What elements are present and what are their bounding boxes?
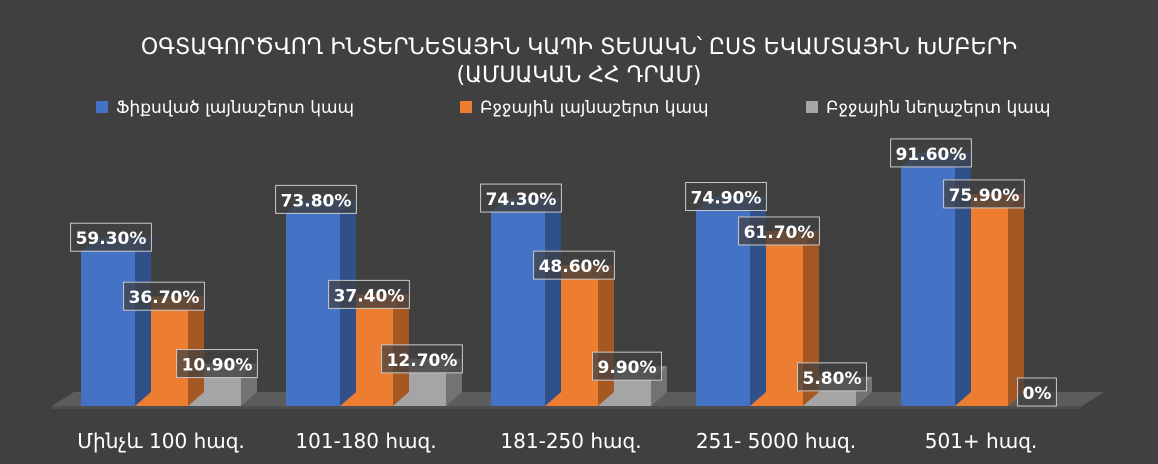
data-label-s3-c3: 9.90% <box>592 351 662 381</box>
data-label-s3-c4: 5.80% <box>797 362 867 392</box>
chart-title-line2: (ԱՄՍԱԿԱՆ ՀՀ ԴՐԱՄ) <box>457 63 702 88</box>
bar-side <box>750 196 766 406</box>
data-label-box <box>275 184 357 214</box>
data-label-text: 75.90% <box>949 186 1020 206</box>
data-label-s1-c5: 91.60% <box>890 138 972 168</box>
data-label-box <box>890 138 972 168</box>
data-label-text: 61.70% <box>744 223 815 243</box>
data-label-box <box>70 222 152 252</box>
category-label-2: 101-180 հազ. <box>295 429 436 453</box>
data-label-box <box>533 250 615 280</box>
data-label-s2-c3: 48.60% <box>533 250 615 280</box>
data-label-s1-c2: 73.80% <box>275 184 357 214</box>
legend-swatch-2 <box>460 101 472 113</box>
category-labels-group: Մինչև 100 հազ. 101-180 հազ. 181-250 հազ. 25… <box>77 429 1037 453</box>
data-label-s1-c3: 74.30% <box>480 183 562 213</box>
data-label-box <box>1017 377 1057 407</box>
data-label-box <box>328 279 410 309</box>
category-label-1: Մինչև 100 հազ. <box>77 429 245 453</box>
data-label-box <box>738 216 820 246</box>
data-label-box <box>685 182 767 212</box>
bar-front <box>491 212 545 406</box>
legend-label-1: Ֆիքսված լայնաշերտ կապ <box>116 98 354 118</box>
data-label-text: 48.60% <box>539 257 610 277</box>
data-label-text: 36.70% <box>129 288 200 308</box>
bar-side <box>803 230 819 406</box>
bar-side <box>651 366 667 406</box>
legend-label-3: Բջջային նեղաշերտ կապ <box>826 98 1050 118</box>
category-label-5: 501+ հազ. <box>925 429 1038 453</box>
data-label-box <box>592 351 662 381</box>
bar-side <box>135 237 151 406</box>
legend: Ֆիքսված լայնաշերտ կապ Բջջային լայնաշերտ կ… <box>96 98 1050 118</box>
data-label-s2-c2: 37.40% <box>328 279 410 309</box>
data-label-s3-c1: 10.90% <box>176 349 258 379</box>
data-label-text: 59.30% <box>76 229 147 249</box>
data-label-text: 0% <box>1023 384 1052 404</box>
data-label-s2-c4: 61.70% <box>738 216 820 246</box>
data-label-s1-c4: 74.90% <box>685 182 767 212</box>
data-label-text: 12.70% <box>387 351 458 371</box>
data-label-text: 73.80% <box>281 191 352 211</box>
category-label-3: 181-250 հազ. <box>500 429 641 453</box>
data-label-s3-c2: 12.70% <box>381 344 463 374</box>
bar-s1-c5 <box>901 152 971 406</box>
data-label-text: 5.80% <box>803 369 862 389</box>
category-label-4: 251- 5000 հազ. <box>696 429 856 453</box>
bar-side <box>598 265 614 406</box>
data-labels-group: 10.90% 36.70% 59.30% 12.70% 37.40% 73.80% 9.90… <box>70 138 1057 407</box>
data-label-text: 74.90% <box>691 189 762 209</box>
bar-s1-c1 <box>81 237 151 406</box>
bar-side <box>1008 193 1024 406</box>
floor-edge <box>52 406 1082 409</box>
bar-front <box>286 213 340 406</box>
bar-s1-c3 <box>491 198 561 406</box>
data-label-text: 37.40% <box>334 286 405 306</box>
data-label-s2-c5: 75.90% <box>943 179 1025 209</box>
data-label-box <box>123 281 205 311</box>
bar-side <box>856 376 872 406</box>
data-label-s1-c1: 59.30% <box>70 222 152 252</box>
data-label-box <box>381 344 463 374</box>
data-label-text: 9.90% <box>598 358 657 378</box>
legend-swatch-1 <box>96 101 108 113</box>
data-label-text: 91.60% <box>896 145 967 165</box>
bar-front <box>81 251 135 406</box>
data-label-text: 74.30% <box>486 190 557 210</box>
legend-swatch-3 <box>806 101 818 113</box>
data-label-box <box>797 362 867 392</box>
chart-title-line1: ՕԳՏԱԳՈՐԾՎՈՂ ԻՆՏԵՐՆԵՏԱՅԻՆ ԿԱՊԻ ՏԵՍԱԿՆ՝ ԸՍ… <box>141 35 1017 60</box>
data-label-box <box>943 179 1025 209</box>
data-label-text: 10.90% <box>182 356 253 376</box>
data-label-box <box>480 183 562 213</box>
bar-side <box>545 198 561 406</box>
data-label-box <box>176 349 258 379</box>
legend-label-2: Բջջային լայնաշերտ կապ <box>480 98 709 118</box>
data-label-s2-c1: 36.70% <box>123 281 205 311</box>
data-label-s3-c5: 0% <box>1017 377 1057 407</box>
bar-side <box>955 152 971 406</box>
